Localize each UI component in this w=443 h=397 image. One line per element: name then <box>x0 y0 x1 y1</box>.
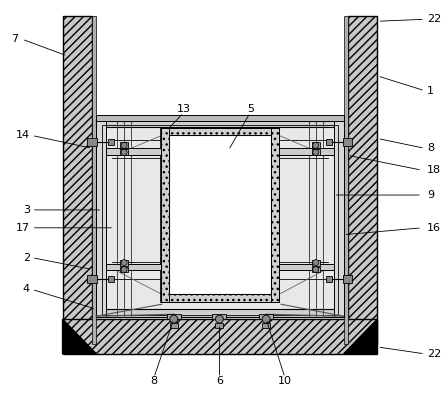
Bar <box>326 276 332 282</box>
Circle shape <box>313 260 319 266</box>
Text: 13: 13 <box>177 104 190 114</box>
Text: 14: 14 <box>16 131 30 141</box>
Text: 16: 16 <box>427 223 441 233</box>
Bar <box>102 125 338 315</box>
Bar <box>87 139 97 146</box>
Circle shape <box>121 260 127 266</box>
Bar <box>161 294 279 302</box>
Bar <box>213 314 226 319</box>
Bar <box>344 16 347 344</box>
Text: 22: 22 <box>427 14 441 24</box>
Bar <box>312 266 320 272</box>
Polygon shape <box>344 319 377 354</box>
Bar <box>161 127 169 302</box>
Bar <box>215 323 223 328</box>
Bar <box>312 143 320 148</box>
Bar <box>96 309 344 317</box>
Circle shape <box>313 149 319 155</box>
Bar <box>326 139 332 145</box>
Bar <box>312 149 320 155</box>
Bar <box>120 143 128 148</box>
Bar <box>279 148 334 155</box>
Bar <box>120 149 128 155</box>
Text: 17: 17 <box>16 223 30 233</box>
Circle shape <box>170 315 178 323</box>
Text: 1: 1 <box>427 86 434 96</box>
Bar <box>259 314 273 319</box>
Bar <box>62 319 377 354</box>
Bar <box>120 260 128 266</box>
Bar <box>347 16 377 344</box>
Circle shape <box>121 266 127 272</box>
Bar <box>169 135 271 294</box>
Bar <box>312 260 320 266</box>
Polygon shape <box>62 319 96 354</box>
Bar <box>271 127 279 302</box>
Bar <box>96 115 344 121</box>
Circle shape <box>215 315 223 323</box>
Bar <box>92 16 96 344</box>
Bar <box>96 119 106 317</box>
Circle shape <box>313 266 319 272</box>
Text: 18: 18 <box>427 165 441 175</box>
Text: 9: 9 <box>427 190 434 200</box>
Bar <box>170 323 178 328</box>
Text: 6: 6 <box>216 376 223 386</box>
Text: 22: 22 <box>427 349 441 359</box>
Bar <box>108 276 114 282</box>
Bar <box>279 264 334 270</box>
Bar <box>96 119 344 127</box>
Bar <box>87 276 97 283</box>
Text: 8: 8 <box>427 143 434 153</box>
Bar <box>161 127 279 135</box>
Bar <box>106 148 161 155</box>
Text: 10: 10 <box>278 376 292 386</box>
Text: 3: 3 <box>23 205 30 215</box>
Text: 5: 5 <box>247 104 254 114</box>
Text: 2: 2 <box>23 252 30 262</box>
Text: 7: 7 <box>11 34 18 44</box>
Text: 8: 8 <box>150 376 157 386</box>
Bar <box>167 314 181 319</box>
Circle shape <box>121 149 127 155</box>
Bar <box>161 127 279 302</box>
Bar <box>262 323 270 328</box>
Bar <box>62 16 92 344</box>
Circle shape <box>313 143 319 148</box>
Bar <box>120 266 128 272</box>
Circle shape <box>121 143 127 148</box>
Circle shape <box>262 315 270 323</box>
Text: 4: 4 <box>23 284 30 294</box>
Bar <box>342 139 353 146</box>
Bar <box>108 139 114 145</box>
Bar <box>342 276 353 283</box>
Bar <box>96 119 344 317</box>
Bar <box>106 264 161 270</box>
Bar <box>334 119 344 317</box>
